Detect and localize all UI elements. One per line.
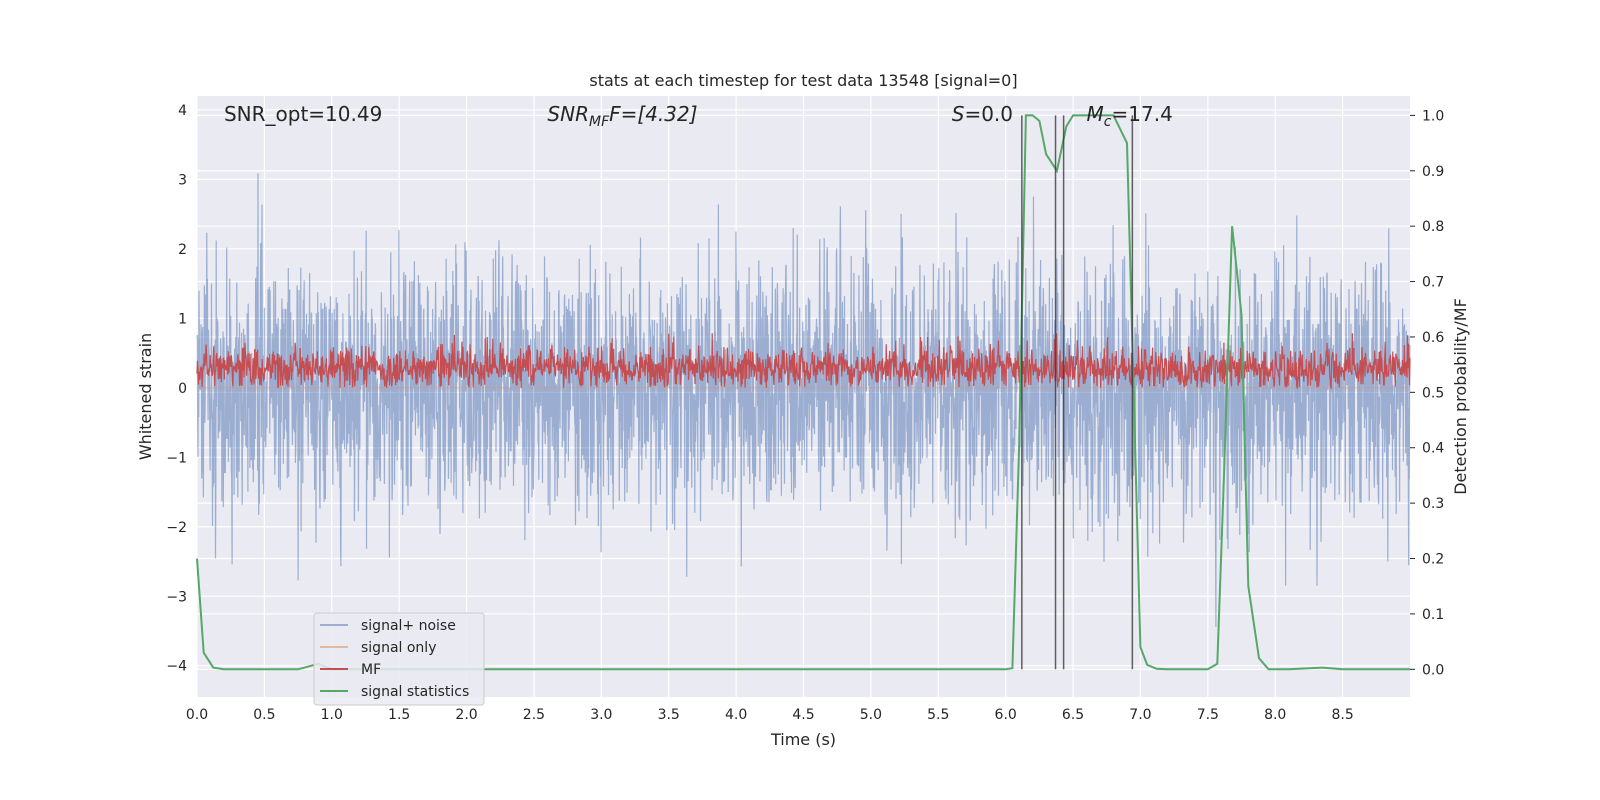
y-left-tick-label: −4 — [166, 659, 187, 675]
y-left-tick-label: 4 — [178, 103, 187, 119]
x-tick-label: 2.5 — [523, 707, 545, 723]
annotation-snr-mf-sub: MF — [589, 114, 610, 130]
x-tick-label: 6.0 — [995, 707, 1017, 723]
x-tick-label: 1.5 — [388, 707, 410, 723]
x-tick-label: 8.0 — [1264, 707, 1286, 723]
legend-label-mf: MF — [361, 662, 381, 678]
series-mf — [196, 333, 1411, 390]
y-left-tick-label: −1 — [166, 450, 187, 466]
x-tick-label: 4.0 — [725, 707, 747, 723]
annotation-snr-opt: SNR_opt=10.49 — [224, 102, 382, 126]
y-right-tick-label: 0.6 — [1422, 330, 1444, 346]
annotation-mc-main: M — [1087, 102, 1104, 126]
x-tick-label: 7.5 — [1197, 707, 1219, 723]
x-tick-label: 5.0 — [860, 707, 882, 723]
y-right-tick-label: 0.5 — [1422, 385, 1444, 401]
chart-title: stats at each timestep for test data 135… — [589, 71, 1017, 90]
x-tick-label: 4.5 — [792, 707, 814, 723]
x-tick-label: 6.5 — [1062, 707, 1084, 723]
y-left-tick-label: −2 — [166, 520, 187, 536]
vertical-markers — [1021, 115, 1134, 670]
y-right-tick-label: 0.4 — [1422, 441, 1444, 457]
annotation-snr-mf: SNRMFF=[4.32] — [547, 102, 697, 130]
x-axis-label: Time (s) — [770, 730, 836, 749]
annotation-mc-sub: c — [1104, 114, 1112, 130]
annotation-mc: Mc=17.4 — [1087, 102, 1173, 130]
x-tick-label: 0.5 — [253, 707, 275, 723]
y-left-tick-label: 2 — [178, 242, 187, 258]
y-axis-left-label: Whitened strain — [136, 333, 155, 460]
x-tick-label: 2.0 — [455, 707, 477, 723]
y-right-tick-label: 0.2 — [1422, 552, 1444, 568]
legend: signal+ noise signal only MF signal stat… — [313, 612, 485, 706]
annotation-s-main: S — [952, 102, 965, 126]
legend-box — [313, 612, 485, 706]
y-left-tick-label: 3 — [178, 172, 187, 188]
y-right-tick-label: 0.7 — [1422, 275, 1444, 291]
y-right-tick-label: 0.8 — [1422, 219, 1444, 235]
annotation-snr-mf-main: SNR — [547, 102, 589, 126]
x-tick-label: 8.5 — [1331, 707, 1353, 723]
x-tick-label: 5.5 — [927, 707, 949, 723]
y-left-tick-label: −3 — [166, 589, 187, 605]
legend-label-signal-noise: signal+ noise — [361, 618, 456, 634]
x-tick-label: 1.0 — [321, 707, 343, 723]
annotation-mc-tail: =17.4 — [1112, 102, 1173, 126]
x-tick-label: 3.5 — [658, 707, 680, 723]
x-tick-label: 0.0 — [186, 707, 208, 723]
legend-label-signal-statistics: signal statistics — [361, 684, 469, 700]
series-layer — [196, 114, 1411, 671]
y-left-tick-label: 1 — [178, 311, 187, 327]
x-tick-label: 7.0 — [1129, 707, 1151, 723]
y-right-tick-label: 0.1 — [1422, 607, 1444, 623]
series-signal-noise — [196, 173, 1411, 628]
y-left-tick-label: 0 — [178, 381, 187, 397]
y-axis-right-label: Detection probability/MF — [1451, 298, 1470, 495]
annotation-s-tail: =0.0 — [964, 102, 1013, 126]
annotation-s: S=0.0 — [952, 102, 1013, 126]
annotation-snr-mf-tail: F=[4.32] — [609, 102, 697, 126]
y-right-tick-label: 1.0 — [1422, 108, 1444, 124]
y-right-tick-label: 0.9 — [1422, 164, 1444, 180]
x-tick-label: 3.0 — [590, 707, 612, 723]
tick-labels: 0.0 0.5 1.0 1.5 2.0 2.5 3.0 3.5 4.0 4.5 5.0 5.5 6.0 6… — [166, 103, 1444, 723]
y-right-tick-label: 0.3 — [1422, 496, 1444, 512]
y-right-tick-label: 0.0 — [1422, 662, 1444, 678]
legend-label-signal-only: signal only — [361, 640, 436, 656]
